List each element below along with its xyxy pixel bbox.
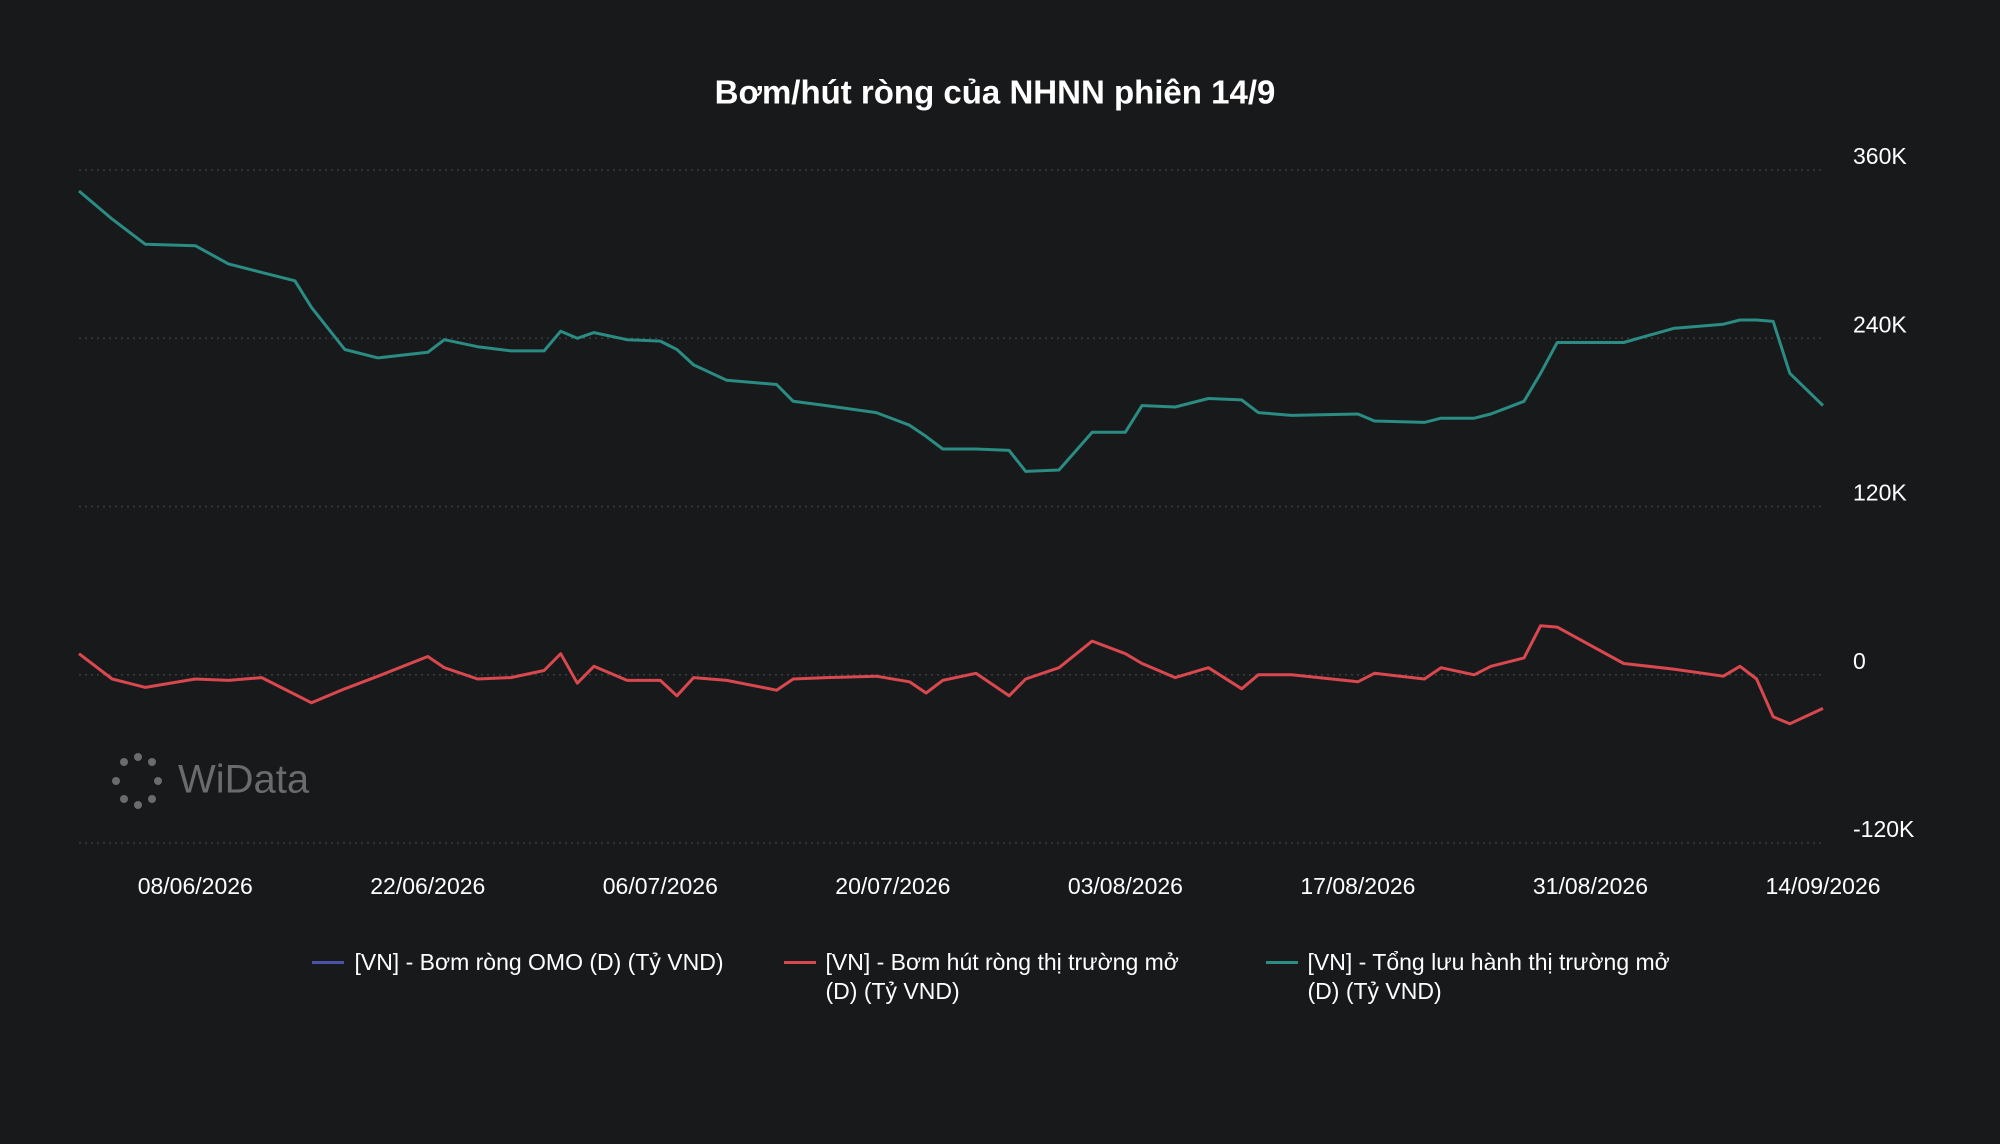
x-tick-label: 22/06/2026 xyxy=(370,873,485,899)
watermark: WiData xyxy=(178,758,310,802)
legend-item[interactable]: [VN] - Tổng lưu hành thị trường mở (D) (… xyxy=(1265,948,1688,1006)
x-tick-label: 17/08/2026 xyxy=(1300,873,1415,899)
series-line xyxy=(78,624,1824,726)
legend-swatch xyxy=(312,961,345,964)
y-tick-label: 120K xyxy=(1853,480,1907,506)
legend-label: [VN] - Bơm hút ròng thị trường mở (D) (T… xyxy=(825,949,1179,1004)
y-tick-label: 240K xyxy=(1853,311,1907,337)
legend-label: [VN] - Tổng lưu hành thị trường mở (D) (… xyxy=(1307,949,1670,1004)
legend-item[interactable]: [VN] - Bơm ròng OMO (D) (Tỷ VND) xyxy=(312,948,724,1006)
chart-title: Bơm/hút ròng của NHNN phiên 14/9 xyxy=(715,74,1276,111)
x-tick-label: 08/06/2026 xyxy=(138,873,253,899)
x-tick-label: 31/08/2026 xyxy=(1533,873,1648,899)
watermark-logo xyxy=(112,753,162,809)
legend-swatch xyxy=(783,961,816,964)
y-tick-label: 0 xyxy=(1853,648,1866,674)
legend: [VN] - Bơm ròng OMO (D) (Tỷ VND) [VN] - B… xyxy=(0,948,2000,1006)
x-tick-label: 06/07/2026 xyxy=(603,873,718,899)
legend-swatch xyxy=(1265,961,1298,964)
legend-item[interactable]: [VN] - Bơm hút ròng thị trường mở (D) (T… xyxy=(783,948,1206,1006)
y-tick-label: 360K xyxy=(1853,143,1907,169)
x-tick-label: 20/07/2026 xyxy=(835,873,950,899)
x-tick-label: 14/09/2026 xyxy=(1765,873,1880,899)
legend-label: [VN] - Bơm ròng OMO (D) (Tỷ VND) xyxy=(354,949,724,975)
x-tick-label: 03/08/2026 xyxy=(1068,873,1183,899)
series-line xyxy=(78,189,1825,473)
y-tick-label: -120K xyxy=(1853,816,1915,842)
